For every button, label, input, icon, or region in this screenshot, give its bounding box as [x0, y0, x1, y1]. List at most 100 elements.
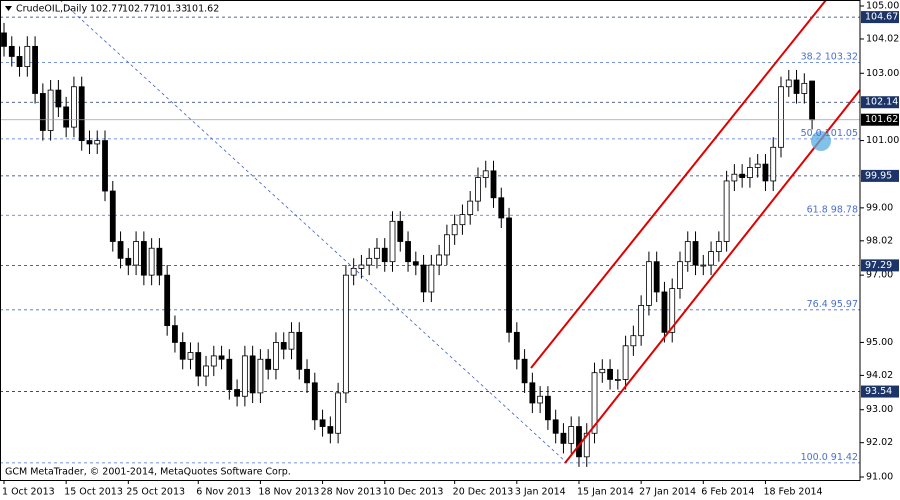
candle-body	[381, 247, 388, 263]
candle-body	[436, 254, 443, 266]
level-label: 97.29	[865, 260, 892, 271]
candle-body	[545, 395, 551, 421]
candle-body	[389, 220, 396, 263]
candle-body	[684, 241, 691, 263]
level-box	[861, 11, 899, 24]
fib-ratio: 38.2	[801, 51, 822, 62]
y-tick-label: 95.00	[866, 337, 893, 348]
candle-body	[412, 261, 419, 266]
candle-body	[677, 261, 683, 289]
candle-body	[71, 86, 77, 128]
candle-body	[358, 264, 365, 269]
y-tick-label: 103.00	[866, 68, 899, 79]
level-box	[861, 385, 899, 398]
candle-body	[1, 32, 7, 47]
x-tick-label: 6 Feb 2014	[701, 487, 754, 498]
candle-body	[342, 274, 349, 394]
candle-body	[8, 45, 15, 57]
fib-label: 38.2 103.32	[801, 51, 858, 62]
ohlc-low: 101.33	[154, 4, 187, 15]
candle-body	[630, 335, 637, 347]
candle-body	[747, 167, 753, 178]
fib-label: 76.4 95.97	[807, 298, 858, 309]
candle-body	[405, 241, 411, 263]
trend-line	[59, 0, 567, 463]
menu-arrow[interactable]	[5, 6, 12, 11]
x-tick-label: 1 Oct 2013	[2, 487, 55, 498]
cursor-highlight	[811, 131, 831, 151]
candle-body	[428, 264, 435, 293]
candle-body	[280, 342, 287, 350]
candle-body	[646, 261, 652, 306]
y-tick-label: 104.02	[866, 33, 899, 44]
level-box	[861, 169, 899, 182]
candle-body	[599, 368, 606, 374]
candle-body	[16, 56, 23, 67]
candle-body	[265, 358, 272, 370]
level-box	[861, 96, 899, 109]
candle-body	[583, 432, 590, 458]
fib-value: 103.32	[825, 51, 858, 62]
candle-body	[591, 372, 598, 434]
candle-body	[102, 140, 108, 192]
candle-body	[63, 106, 70, 128]
candle-body	[397, 220, 404, 242]
candle-body	[148, 247, 155, 276]
x-tick-label: 25 Oct 2013	[126, 487, 185, 498]
fib-ratio: 50.0	[801, 127, 822, 138]
x-tick-label: 27 Jan 2014	[639, 487, 696, 498]
plot-frame	[0, 0, 861, 481]
y-tick-label: 91.00	[866, 472, 893, 483]
fib-label: 100.0 91.42	[801, 451, 858, 462]
candle-body	[560, 432, 567, 444]
candle-body	[490, 170, 497, 199]
candle-body	[498, 197, 505, 219]
candle-body	[778, 86, 784, 148]
candle-body	[653, 261, 660, 293]
candle-body	[607, 368, 613, 380]
footer: GCM MetaTrader, © 2001-2014, MetaQuotes …	[5, 467, 291, 478]
fib-ratio: 100.0	[801, 451, 828, 462]
symbol-label: CrudeOIL,Daily	[16, 4, 87, 15]
x-tick-label: 20 Dec 2013	[453, 487, 514, 498]
candle-body	[218, 355, 225, 360]
candle-body	[622, 345, 629, 380]
candle-body	[47, 89, 54, 131]
channel-upper	[530, 0, 827, 369]
candle-body	[793, 79, 800, 94]
candle-body	[374, 247, 380, 259]
candle-body	[187, 352, 194, 360]
y-tick-label: 98.02	[866, 235, 893, 246]
candle-body	[552, 419, 559, 434]
price-box	[861, 113, 899, 126]
level-label: 104.67	[865, 12, 898, 23]
candle-body	[568, 426, 575, 444]
candle-body	[723, 180, 730, 242]
candle-body	[86, 140, 93, 145]
candle-body	[754, 163, 761, 168]
candle-body	[809, 80, 815, 121]
x-tick-label: 28 Nov 2013	[321, 487, 382, 498]
y-tick-label: 101.00	[866, 135, 899, 146]
candle-body	[459, 214, 466, 226]
candle-body	[140, 241, 147, 276]
candle-body	[366, 257, 373, 266]
candle-body	[731, 173, 738, 182]
candle-body	[24, 45, 31, 67]
candle-body	[451, 224, 458, 236]
ohlc-high: 102.77	[122, 4, 155, 15]
candle-body	[311, 382, 318, 421]
candle-body	[210, 355, 217, 367]
x-tick-label: 15 Oct 2013	[64, 487, 123, 498]
candle-body	[296, 331, 303, 370]
fib-label: 50.0 101.05	[801, 127, 858, 138]
candle-body	[770, 146, 777, 182]
candle-body	[335, 392, 342, 434]
price-label: 101.62	[865, 114, 898, 125]
ohlc-open: 102.77	[90, 4, 123, 15]
fib-ratio: 76.4	[807, 298, 828, 309]
candle-body	[203, 365, 209, 377]
candle-body	[273, 342, 279, 370]
candle-body	[288, 331, 295, 350]
candle-body	[117, 241, 124, 259]
